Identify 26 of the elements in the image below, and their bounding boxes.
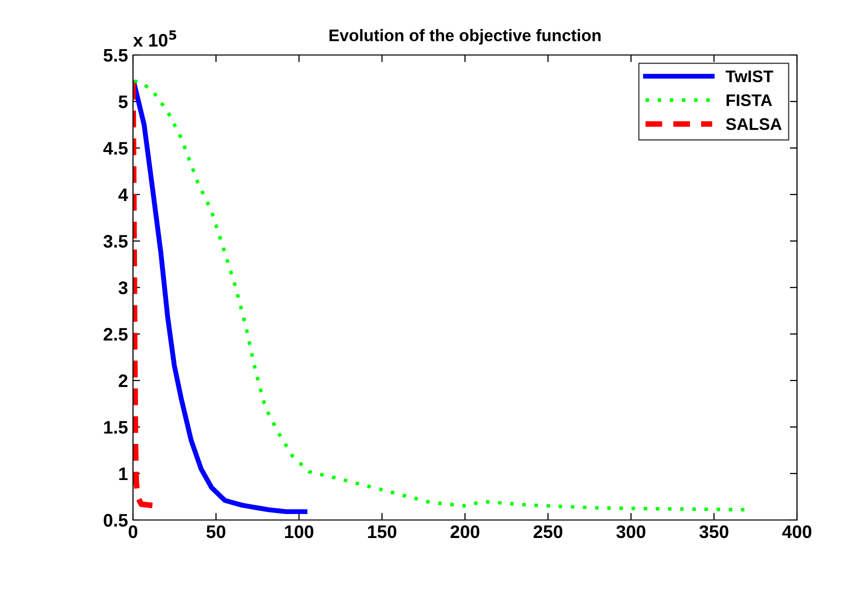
x-tick-label: 100 bbox=[285, 525, 314, 538]
y-tick-label: 2 bbox=[118, 374, 128, 388]
y-tick-label: 4.5 bbox=[103, 142, 128, 155]
y-tick-label: 4 bbox=[118, 188, 128, 202]
legend-label: SALSA bbox=[726, 118, 782, 130]
text: x 10$^{5}$ bbox=[133, 30, 176, 47]
legend-label: TwIST bbox=[726, 70, 774, 82]
x-tick-label: 50 bbox=[206, 525, 226, 538]
y-tick-label: 3.5 bbox=[103, 234, 128, 248]
y-tick-label: 1.5 bbox=[104, 421, 128, 434]
x-tick-label: 300 bbox=[616, 525, 646, 538]
legend-label: FISTA bbox=[726, 94, 772, 106]
line-series bbox=[133, 80, 308, 514]
y-tick-label: 5 bbox=[118, 96, 128, 108]
chart-title: Evolution of the objective function bbox=[330, 29, 601, 45]
y-tick-label: 1 bbox=[119, 468, 128, 480]
y-tick-label: 2.5 bbox=[104, 328, 128, 341]
x-tick-label: 150 bbox=[368, 525, 396, 538]
y-tick-label: 3 bbox=[118, 281, 128, 294]
x-tick-label: 250 bbox=[534, 525, 562, 538]
x-tick-label: 400 bbox=[782, 525, 812, 538]
x-tick-label: 200 bbox=[450, 525, 480, 538]
y-tick-label: 0.5 bbox=[104, 514, 128, 527]
x-tick-label: 0 bbox=[128, 525, 138, 538]
x-tick-label: 350 bbox=[699, 525, 728, 538]
y-tick-label: 5.5 bbox=[104, 49, 128, 62]
